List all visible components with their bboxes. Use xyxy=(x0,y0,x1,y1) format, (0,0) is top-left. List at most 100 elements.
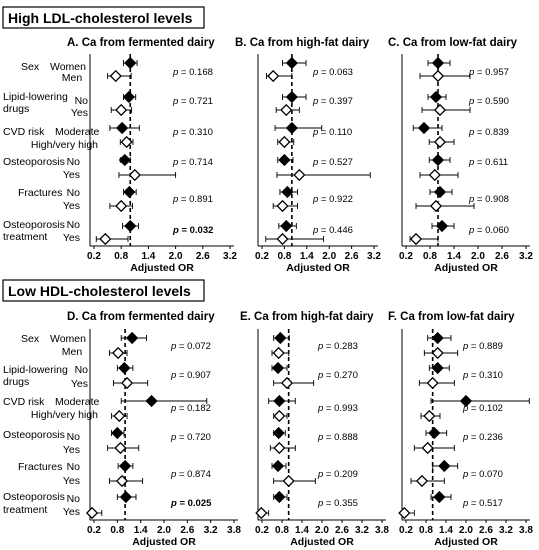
marker-open-diamond xyxy=(282,474,295,488)
label-cvd-high: High/very high xyxy=(31,139,98,151)
label-lipid-no: No xyxy=(75,95,89,107)
marker-open-diamond xyxy=(120,376,134,390)
section-box-hdl xyxy=(2,279,205,302)
marker-open-diamond xyxy=(115,103,128,117)
label-treat-line2: treatment xyxy=(3,231,47,243)
row-labels-top: Sex Women Men Lipid-lowering drugs No Ye… xyxy=(3,61,100,244)
marker-filled-diamond xyxy=(278,153,291,167)
marker-open-diamond xyxy=(431,346,444,360)
x-tick-label: 0.8 xyxy=(114,251,128,262)
panel-title-b: B. Ca from high-fat dairy xyxy=(235,37,370,49)
panel-d: 0.2 0.8 1.4 2.0 2.6 3.2 3.8 Adjusted OR p = 0.07… xyxy=(85,329,241,548)
panel-title-a: A. Ca from fermented dairy xyxy=(67,37,215,49)
p-value-label: p = 0.283 xyxy=(317,341,358,352)
marker-open-diamond xyxy=(255,506,268,520)
p-value-label: p = 0.891 xyxy=(172,194,213,205)
panel-title-c: C. Ca from low-fat dairy xyxy=(388,37,518,49)
marker-filled-diamond xyxy=(433,185,447,199)
label-treat-yes: Yes xyxy=(63,232,80,244)
x-tick-label: 2.6 xyxy=(479,525,493,536)
x-tick-label: 0.2 xyxy=(255,251,269,262)
x-tick-label: 2.0 xyxy=(315,525,329,536)
marker-open-diamond xyxy=(423,409,436,423)
marker-open-diamond xyxy=(398,506,411,520)
marker-filled-diamond xyxy=(435,219,449,233)
x-axis-title: Adjusted OR xyxy=(130,262,194,274)
marker-open-diamond xyxy=(113,409,126,423)
x-tick-label: 2.0 xyxy=(471,251,485,262)
marker-filled-diamond xyxy=(122,90,136,104)
x-tick-label: 0.2 xyxy=(87,525,101,536)
marker-open-diamond xyxy=(415,474,429,488)
x-tick-label: 0.8 xyxy=(419,525,433,536)
marker-filled-diamond xyxy=(429,90,443,104)
x-tick-label: 3.2 xyxy=(367,251,381,262)
marker-open-diamond xyxy=(99,232,112,246)
label-fract-yes: Yes xyxy=(63,200,80,212)
p-value-label: p = 0.922 xyxy=(312,194,353,205)
p-value-label: p = 0.355 xyxy=(317,498,358,509)
label-sex: Sex xyxy=(21,61,40,73)
marker-filled-diamond xyxy=(428,426,441,440)
panel-title-f: F. Ca from low-fat dairy xyxy=(388,311,515,323)
marker-filled-diamond xyxy=(281,185,294,199)
label-lipid-line1: Lipid-lowering xyxy=(3,364,68,376)
x-tick-label: 2.6 xyxy=(495,251,509,262)
marker-filled-diamond xyxy=(431,56,445,70)
p-value-label: p = 0.888 xyxy=(317,432,358,443)
p-value-label: p = 0.993 xyxy=(317,403,358,414)
x-tick-label: 3.2 xyxy=(499,525,513,536)
marker-filled-diamond xyxy=(119,490,133,504)
marker-open-diamond xyxy=(114,441,127,455)
panel-f: 0.2 0.8 1.4 2.0 2.6 3.2 3.8 Adjusted OR p = 0.88… xyxy=(398,329,533,548)
p-value-label: p = 0.874 xyxy=(170,469,211,480)
panel-e: 0.2 0.8 1.4 2.0 2.6 3.2 3.8 Adjusted OR p = 0.28… xyxy=(255,329,389,548)
p-value-label: p = 0.310 xyxy=(462,370,503,381)
marker-open-diamond xyxy=(421,441,434,455)
label-treat-line1: Osteoporosis xyxy=(3,491,65,503)
marker-open-diamond xyxy=(428,168,441,182)
x-tick-label: 0.2 xyxy=(255,525,269,536)
x-tick-label: 2.0 xyxy=(169,251,183,262)
marker-open-diamond xyxy=(276,232,289,246)
x-tick-label: 3.2 xyxy=(519,251,533,262)
marker-open-diamond xyxy=(429,199,443,213)
p-value-label: p = 0.270 xyxy=(317,370,358,381)
label-treat-yes: Yes xyxy=(63,506,80,518)
x-tick-label: 2.0 xyxy=(459,525,473,536)
x-tick-label: 0.8 xyxy=(110,525,124,536)
x-tick-label: 3.8 xyxy=(227,525,241,536)
x-tick-label: 0.2 xyxy=(399,251,413,262)
marker-filled-diamond xyxy=(431,331,444,345)
marker-filled-diamond xyxy=(273,394,286,408)
x-tick-label: 2.6 xyxy=(345,251,359,262)
label-cvd: CVD risk xyxy=(3,126,45,138)
p-value-label: p = 0.590 xyxy=(468,96,509,107)
panel-c: 0.2 0.8 1.4 2.0 2.6 3.2 Adjusted OR p = 0.957 p … xyxy=(399,54,533,274)
marker-filled-diamond xyxy=(271,459,285,473)
x-tick-label: 3.2 xyxy=(204,525,218,536)
p-value-label: p = 0.209 xyxy=(317,469,358,480)
label-cvd-moderate: Moderate xyxy=(55,396,100,408)
marker-filled-diamond xyxy=(285,121,298,135)
label-osteo-yes: Yes xyxy=(63,444,80,456)
marker-open-diamond xyxy=(111,346,125,360)
p-value-label: p = 0.060 xyxy=(468,225,509,236)
x-tick-label: 1.4 xyxy=(439,525,453,536)
marker-open-diamond xyxy=(115,474,129,488)
x-tick-label: 1.4 xyxy=(447,251,461,262)
p-value-label: p = 0.310 xyxy=(172,127,213,138)
p-value-label: p = 0.907 xyxy=(170,370,211,381)
p-value-label: p = 0.063 xyxy=(312,67,353,78)
p-value-label: p = 0.168 xyxy=(172,67,213,78)
label-lipid-yes: Yes xyxy=(71,107,88,119)
marker-filled-diamond xyxy=(115,121,129,135)
marker-filled-diamond xyxy=(431,361,444,375)
label-fractures: Fractures xyxy=(18,461,62,473)
marker-open-diamond xyxy=(293,168,306,182)
forest-panels: 0.2 0.8 1.4 2.0 2.6 3.2 Adjusted OR p = 0.168 p … xyxy=(85,54,533,548)
marker-filled-diamond xyxy=(118,361,131,375)
p-value-label: p = 0.110 xyxy=(312,127,352,138)
marker-filled-diamond xyxy=(417,121,431,135)
label-cvd-high: High/very high xyxy=(31,409,98,421)
